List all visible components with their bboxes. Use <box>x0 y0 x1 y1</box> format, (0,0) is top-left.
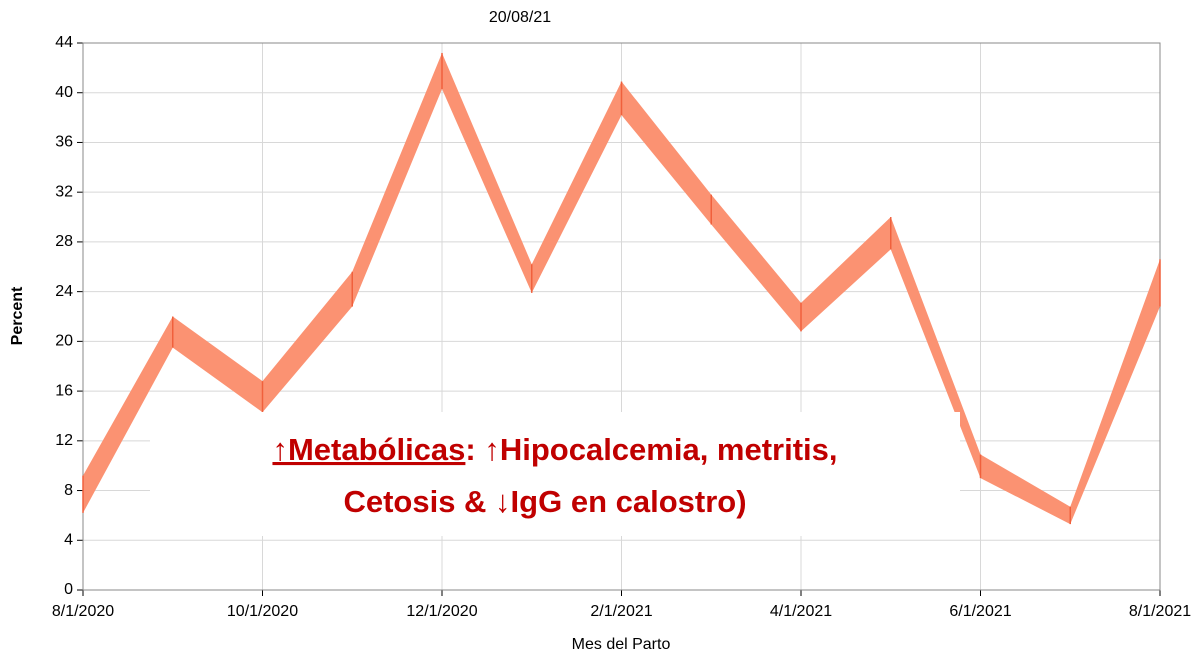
annotation: Cetosis & ↓IgG en calostro) <box>343 484 746 519</box>
y-tick-label: 8 <box>64 482 73 499</box>
annotation-box <box>150 412 960 536</box>
y-tick-label: 28 <box>55 233 73 250</box>
x-axis-label: Mes del Parto <box>572 636 671 653</box>
y-tick-label: 12 <box>55 432 73 449</box>
y-tick-label: 44 <box>55 34 73 51</box>
y-tick-label: 20 <box>55 333 73 350</box>
y-tick-label: 0 <box>64 581 73 598</box>
annotation: ↑Metabólicas: ↑Hipocalcemia, metritis, <box>272 432 837 467</box>
y-tick-label: 4 <box>64 531 73 548</box>
plot-frame <box>82 42 1161 591</box>
x-tick-label: 8/1/2020 <box>52 603 114 620</box>
annotation-text: : ↑Hipocalcemia, metritis, <box>465 432 837 467</box>
y-tick-label: 36 <box>55 134 73 151</box>
x-tick-label: 6/1/2021 <box>949 603 1011 620</box>
x-tick-label: 4/1/2021 <box>770 603 832 620</box>
y-tick-label: 24 <box>55 283 73 300</box>
chart-title: 20/08/21 <box>489 9 551 26</box>
x-tick-label: 10/1/2020 <box>227 603 298 620</box>
x-tick-label: 12/1/2020 <box>406 603 477 620</box>
annotation-underlined: ↑Metabólicas <box>272 432 465 467</box>
y-tick-label: 40 <box>55 84 73 101</box>
y-tick-label: 16 <box>55 382 73 399</box>
y-axis-label: Percent <box>9 286 26 345</box>
x-tick-label: 2/1/2021 <box>590 603 652 620</box>
y-tick-label: 32 <box>55 183 73 200</box>
x-tick-label: 8/1/2021 <box>1129 603 1191 620</box>
